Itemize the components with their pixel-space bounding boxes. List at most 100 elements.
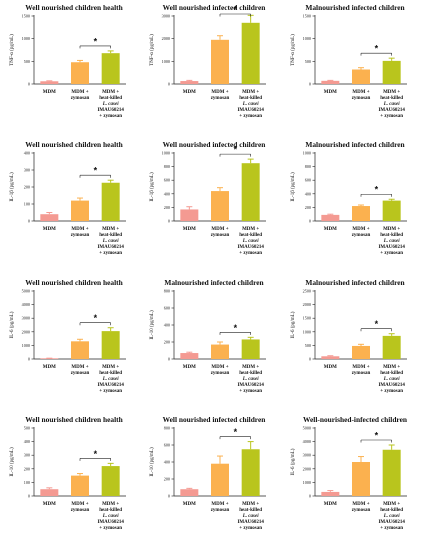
chart-title: Well nourished children health [25,140,122,149]
y-tick-label: 2000 [303,302,311,307]
bar-mdm [321,491,340,496]
y-tick-label: 800 [164,289,170,294]
bar-chart: Well nourished children health IL-10 (pg/… [10,415,126,531]
x-category-label: MDM + zymosan [352,502,371,513]
y-tick-label: 1000 [22,36,30,41]
x-category-label: MDM + zymosan [352,227,371,238]
bar-chart: Well nourished infected children IL-10 (p… [150,415,266,531]
y-axis-label: IL-10 (pg/mL) [150,447,155,477]
bar-chart: Malnourished infected children IL-6 (pg/m… [291,278,407,394]
chart-panel: Well nourished children health IL-6 (pg/m… [0,275,140,412]
bar-mdm-zymosan [71,475,89,496]
bar-mdm [40,489,59,496]
y-tick-label: 400 [164,191,170,196]
y-axis-label: IL-10 (pg/mL) [150,310,155,340]
y-tick-label: 3000 [22,316,30,321]
chart-title: Malnourished infected children [305,140,404,149]
y-tick-label: 200 [164,340,170,345]
bar-mdm-heat-killed-lcasei-zymosan [101,331,120,359]
significance-star: * [94,313,98,323]
x-category-label: MDM [183,365,196,370]
chart-title: Well nourished infected children [163,3,266,12]
bar-mdm-heat-killed-lcasei-zymosan [241,339,260,359]
y-tick-label: 1000 [303,329,311,334]
y-tick-label: 800 [305,164,311,169]
x-category-label: MDM [324,502,337,507]
chart-panel: Well nourished infected children TNF-α (p… [140,0,280,137]
bar-mdm-heat-killed-lcasei-zymosan [382,335,401,359]
y-tick-label: 400 [164,460,170,465]
y-tick-label: 2000 [22,329,30,334]
chart-panel: Malnourished infected children TNF-α (pg/… [281,0,421,137]
x-category-label: MDM + zymosan [71,502,90,513]
y-tick-label: 1500 [303,316,311,321]
bar-mdm-zymosan [211,344,229,359]
significance-star: * [94,166,98,176]
y-tick-label: 2000 [303,466,311,471]
y-tick-label: 500 [305,343,311,348]
significance-star: * [94,36,98,46]
bar-chart: Malnourished infected children IL-10 (pg/… [150,278,266,394]
y-axis-label: TNF-α (pg/mL) [10,34,15,66]
y-tick-label: 500 [24,59,30,64]
bar-mdm-zymosan [71,341,89,359]
x-category-label: MDM + heat-killed L. casei IMAU60214 + zymos… [97,502,124,531]
chart-title: Well nourished infected children [163,415,266,424]
x-category-label: MDM + zymosan [211,365,230,376]
y-axis-label: TNF-α (pg/mL) [150,34,155,66]
bar-mdm-heat-killed-lcasei-zymosan [101,53,120,84]
y-tick-label: 600 [164,306,170,311]
y-axis-label: IL-10 (pg/mL) [10,447,15,477]
bar-chart: Well nourished infected children TNF-α (p… [150,3,266,119]
bar-mdm [40,214,59,221]
x-category-label: MDM + heat-killed L. casei IMAU60214 + zymos… [378,502,405,531]
bar-mdm-heat-killed-lcasei-zymosan [101,466,120,496]
significance-star: * [375,185,379,195]
x-category-label: MDM [43,227,56,232]
bar-chart: Well-nourished-infected children IL-6 (pg… [291,415,407,531]
y-tick-label: 0 [309,357,311,362]
y-tick-label: 100 [24,480,30,485]
chart-panel: Well nourished infected children IL-1β (p… [140,137,280,274]
y-tick-label: 200 [164,477,170,482]
bar-mdm-heat-killed-lcasei-zymosan [382,449,401,496]
y-axis-label: IL-1β (pg/mL) [150,172,155,202]
bar-mdm-heat-killed-lcasei-zymosan [101,182,120,221]
y-tick-label: 2500 [303,289,311,294]
y-tick-label: 600 [164,178,170,183]
y-tick-label: 4000 [22,302,30,307]
x-category-label: MDM + zymosan [211,227,230,238]
x-category-label: MDM [324,365,337,370]
y-tick-label: 1000 [22,343,30,348]
y-tick-label: 4000 [303,439,311,444]
x-category-label: MDM + heat-killed L. casei IMAU60214 + zymos… [237,502,264,531]
x-category-label: MDM + zymosan [71,365,90,376]
x-category-label: MDM + zymosan [71,90,90,101]
x-category-label: MDM + heat-killed L. casei IMAU60214 + zymos… [97,365,124,394]
x-category-label: MDM + heat-killed L. casei IMAU60214 + zymos… [237,365,264,394]
y-axis-label: TNF-α (pg/mL) [291,34,296,66]
x-category-label: MDM [324,227,337,232]
bar-mdm-zymosan [352,206,370,221]
bar-mdm [40,81,59,84]
y-tick-label: 0 [309,494,311,499]
y-axis-label: IL-1β (pg/mL) [291,172,296,202]
chart-panel: Malnourished infected children IL-6 (pg/m… [281,275,421,412]
y-tick-label: 400 [164,323,170,328]
y-tick-label: 800 [164,164,170,169]
y-tick-label: 200 [24,185,30,190]
y-tick-label: 0 [168,82,170,87]
y-tick-label: 500 [305,59,311,64]
y-tick-label: 0 [28,82,30,87]
y-tick-label: 1000 [303,151,311,156]
y-tick-label: 3000 [303,453,311,458]
x-category-label: MDM + zymosan [71,227,90,238]
y-tick-label: 0 [168,494,170,499]
chart-panel: Well-nourished-infected children IL-6 (pg… [281,412,421,549]
x-category-label: MDM [183,502,196,507]
y-axis-label: IL-6 (pg/mL) [291,311,296,338]
bar-mdm [321,80,340,84]
chart-panel: Well nourished infected children IL-10 (p… [140,412,280,549]
y-tick-label: 600 [305,178,311,183]
y-tick-label: 0 [309,219,311,224]
